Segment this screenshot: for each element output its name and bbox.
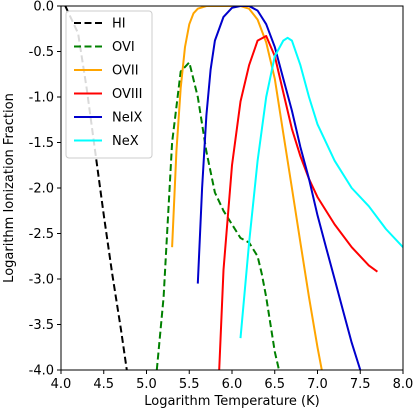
series-line-hi bbox=[64, 6, 128, 370]
x-axis-ticks: 4.0 4.5 5.0 5.5 6.0 6.5 7.0 7.5 8.0 bbox=[51, 370, 414, 392]
y-tick-label: -2.5 bbox=[29, 227, 54, 242]
legend-label-ovii: OVII bbox=[112, 64, 139, 79]
y-axis-title: Logarithm Ionization Fraction bbox=[2, 93, 17, 283]
y-tick-label: -3.0 bbox=[29, 273, 54, 288]
x-tick-label: 4.5 bbox=[93, 377, 114, 392]
series-line-ovi bbox=[155, 61, 280, 370]
x-tick-label: 6.5 bbox=[264, 377, 285, 392]
x-tick-label: 7.0 bbox=[307, 377, 328, 392]
y-tick-label: -4.0 bbox=[29, 364, 54, 379]
x-tick-label: 6.0 bbox=[222, 377, 243, 392]
legend-label-hi: HI bbox=[112, 17, 126, 32]
series-line-neix bbox=[196, 6, 362, 370]
y-tick-label: 0.0 bbox=[33, 0, 54, 15]
series-line-ovii bbox=[171, 6, 323, 370]
legend: HI OVI OVII OVIII NeIX NeX bbox=[65, 10, 153, 159]
legend-label-ovi: OVI bbox=[112, 40, 135, 55]
y-tick-label: -2.0 bbox=[29, 182, 54, 197]
x-tick-label: 5.0 bbox=[136, 377, 157, 392]
plot-lines bbox=[64, 6, 403, 370]
y-tick-label: -1.0 bbox=[29, 91, 54, 106]
y-tick-label: -0.5 bbox=[29, 45, 54, 60]
legend-box bbox=[65, 10, 153, 159]
x-tick-label: 7.5 bbox=[350, 377, 371, 392]
x-tick-label: 5.5 bbox=[179, 377, 200, 392]
legend-label-neix: NeIX bbox=[112, 111, 143, 126]
series-line-oviii bbox=[218, 35, 378, 370]
y-tick-label: -3.5 bbox=[29, 318, 54, 333]
y-axis-ticks: 0.0 -0.5 -1.0 -1.5 -2.0 -2.5 -3.0 -3.5 -4.0 bbox=[29, 0, 61, 379]
x-tick-label: 4.0 bbox=[51, 377, 72, 392]
legend-label-oviii: OVIII bbox=[112, 87, 142, 102]
series-line-nex bbox=[239, 36, 403, 339]
legend-label-nex: NeX bbox=[112, 134, 139, 149]
x-tick-label: 8.0 bbox=[393, 377, 414, 392]
y-tick-label: -1.5 bbox=[29, 136, 54, 151]
x-axis-title: Logarithm Temperature (K) bbox=[144, 394, 319, 409]
